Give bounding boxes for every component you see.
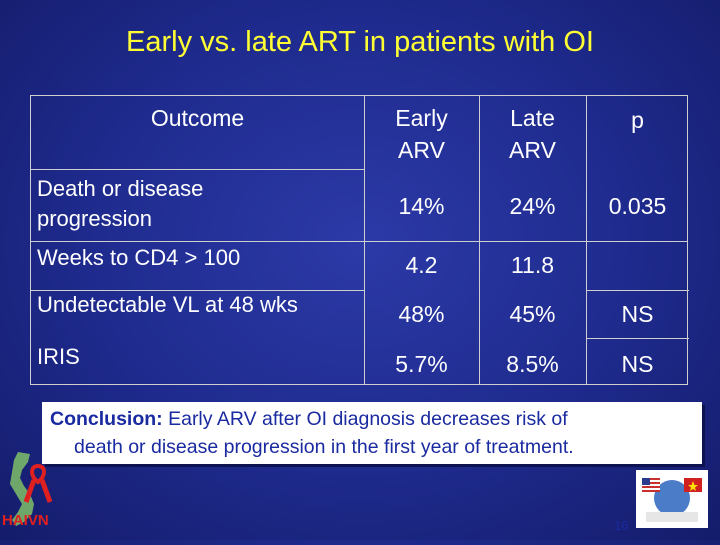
table-divider [31, 169, 364, 170]
red-ribbon-icon [24, 464, 52, 503]
conclusion-text: death or disease progression in the firs… [74, 436, 574, 458]
cell-late: 11.8 [510, 252, 555, 278]
table-divider [31, 290, 364, 291]
header-late-line1: Late [510, 105, 555, 131]
row-label: Undetectable VL at 48 wks [37, 292, 298, 317]
conclusion-text: Early ARV after OI diagnosis decreases r… [162, 408, 568, 430]
table-divider [479, 96, 480, 384]
cell-p: NS [621, 351, 654, 377]
header-late-line2: ARV [509, 137, 556, 163]
row-label: Weeks to CD4 > 100 [37, 245, 241, 270]
cell-early: 5.7% [395, 351, 448, 377]
cell-early: 14% [398, 193, 445, 219]
slide-title: Early vs. late ART in patients with OI [126, 26, 594, 58]
conclusion-label: Conclusion: [50, 408, 163, 430]
cell-early: 4.2 [405, 252, 438, 278]
header-early-line2: ARV [398, 137, 445, 163]
cell-late: 8.5% [506, 351, 559, 377]
row-label: Death or disease [37, 176, 204, 201]
header-outcome: Outcome [150, 105, 245, 131]
cell-p: NS [621, 301, 654, 327]
table-divider [364, 96, 365, 384]
conclusion-box: Conclusion: Early ARV after OI diagnosis… [42, 402, 702, 464]
haivn-logo-text: HAIVN [2, 512, 49, 529]
row-label: IRIS [37, 344, 80, 369]
vietnam-map-icon [10, 452, 34, 526]
cell-early: 48% [398, 301, 445, 327]
table-divider [586, 338, 689, 339]
header-p: p [631, 107, 644, 133]
header-early-line1: Early [395, 105, 448, 131]
row-label: progression [37, 206, 152, 231]
partner-logo [636, 470, 708, 528]
cell-p: 0.035 [608, 193, 667, 219]
cell-late: 24% [509, 193, 556, 219]
outcomes-table: Outcome Early ARV Late ARV p Death or di… [30, 95, 689, 385]
flags-globe-icon [642, 478, 702, 522]
table-divider [31, 241, 687, 242]
cell-late: 45% [509, 301, 556, 327]
page-number: 16 [614, 518, 629, 533]
table-divider [586, 96, 587, 384]
table-divider [586, 290, 689, 291]
haivn-logo: HAIVN [0, 448, 72, 540]
